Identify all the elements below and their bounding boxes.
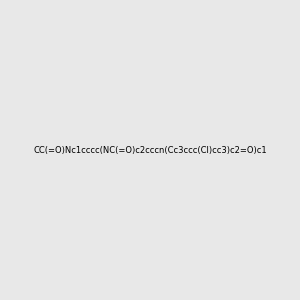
- Text: CC(=O)Nc1cccc(NC(=O)c2cccn(Cc3ccc(Cl)cc3)c2=O)c1: CC(=O)Nc1cccc(NC(=O)c2cccn(Cc3ccc(Cl)cc3…: [33, 146, 267, 154]
